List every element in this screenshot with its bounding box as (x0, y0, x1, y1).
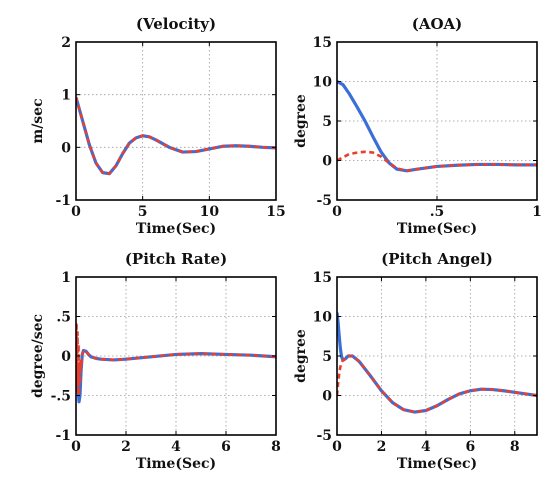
series-group (76, 321, 276, 404)
y-tick-label: -.5 (51, 389, 71, 405)
series-line-solid-blue (76, 348, 276, 404)
series-group (337, 80, 537, 173)
chart-panel-3: 0 2 4 6 8 -1 -.5 0 .5 1 (Pitch Rate) Time(Sec) degre… (30, 250, 281, 472)
x-tick-label: 2 (377, 439, 387, 455)
x-tick-label: 8 (510, 439, 520, 455)
y-axis-label: m/sec (30, 98, 46, 143)
y-axis-label: degree (293, 329, 309, 383)
y-tick-label: .5 (56, 310, 71, 326)
y-tick-label: -5 (316, 193, 332, 209)
series-group (76, 96, 276, 176)
y-tick-label: -1 (55, 428, 71, 444)
series-line-dashed-red (337, 150, 537, 173)
chart-title: (Pitch Rate) (125, 250, 227, 268)
y-tick-label: 0 (322, 154, 332, 170)
y-tick-label: 2 (61, 35, 71, 51)
y-tick-label: 5 (322, 114, 332, 130)
x-axis-label: Time(Sec) (397, 456, 477, 472)
x-tick-label: .5 (430, 204, 445, 220)
y-tick-label: 1 (61, 88, 71, 104)
x-tick-label: 8 (271, 439, 281, 455)
x-tick-label: 4 (171, 439, 181, 455)
y-tick-label: 0 (61, 349, 71, 365)
x-tick-label: 0 (332, 204, 342, 220)
y-tick-label: -1 (55, 193, 71, 209)
plot-frame (75, 41, 277, 201)
x-axis-label: Time(Sec) (136, 456, 216, 472)
chart-title: (AOA) (412, 15, 463, 33)
y-tick-label: 0 (322, 389, 332, 405)
y-tick-label: 0 (61, 140, 71, 156)
plot-area (76, 42, 276, 200)
y-axis-label: degree/sec (30, 314, 46, 398)
x-tick-label: 0 (332, 439, 342, 455)
x-tick-label: 5 (138, 204, 148, 220)
x-tick-label: 4 (421, 439, 431, 455)
x-axis-label: Time(Sec) (397, 221, 477, 237)
x-tick-label: 6 (221, 439, 231, 455)
y-tick-label: 15 (313, 35, 332, 51)
series-line-solid-blue (337, 312, 537, 414)
y-tick-label: 5 (322, 349, 332, 365)
chart-title: (Pitch Angel) (381, 250, 493, 268)
chart-title: (Velocity) (136, 15, 216, 33)
series-line-dashed-red (76, 96, 276, 175)
y-tick-label: 10 (313, 75, 333, 91)
series-group (337, 312, 537, 414)
x-tick-label: 0 (71, 439, 81, 455)
x-axis-label: Time(Sec) (136, 221, 216, 237)
series-line-dashed-red (76, 321, 276, 397)
x-tick-label: 15 (266, 204, 285, 220)
y-tick-label: 1 (61, 270, 71, 286)
y-axis-label: degree (293, 94, 309, 148)
y-tick-label: -5 (316, 428, 332, 444)
y-tick-label: 10 (313, 310, 333, 326)
x-tick-label: 0 (71, 204, 81, 220)
x-tick-label: 1 (532, 204, 542, 220)
x-tick-label: 10 (200, 204, 220, 220)
x-tick-label: 2 (121, 439, 131, 455)
x-tick-label: 6 (465, 439, 475, 455)
y-tick-label: 15 (313, 270, 332, 286)
